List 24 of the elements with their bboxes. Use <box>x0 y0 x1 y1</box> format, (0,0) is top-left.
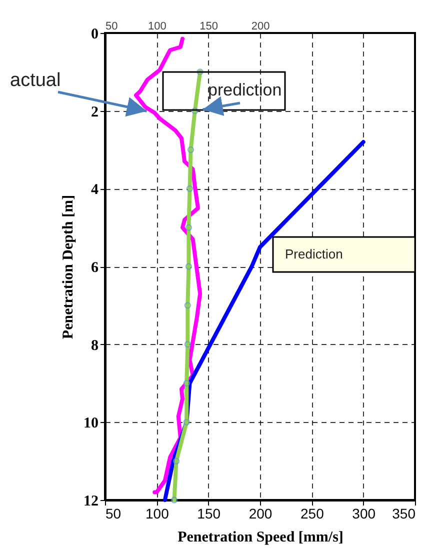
line-series <box>134 36 202 494</box>
x2-tick-label: 200 <box>251 20 270 32</box>
x-tick-label: 50 <box>106 506 122 522</box>
y-tick-label: 2 <box>91 104 98 120</box>
y-tick-label: 10 <box>84 416 98 432</box>
y-tick-label: 4 <box>91 182 99 198</box>
annotation: actual <box>10 70 61 92</box>
x2-tick-label: 50 <box>106 20 118 32</box>
y-tick-label: 6 <box>91 260 99 276</box>
y-tick-label: 12 <box>84 494 98 510</box>
x-tick-label: 200 <box>248 506 272 522</box>
x-tick-label: 300 <box>352 506 376 522</box>
annotation: prediction <box>208 80 282 100</box>
x2-tick-label: 100 <box>148 20 166 32</box>
x-tick-label: 100 <box>145 506 170 522</box>
x-axis-title: Penetration Speed [mm/s] <box>178 530 344 546</box>
x-tick-label: 250 <box>300 506 324 522</box>
annotation: Prediction <box>285 246 343 262</box>
x-tick-label: 350 <box>392 506 416 522</box>
y-tick-label: 8 <box>91 338 98 354</box>
x-tick-label: 150 <box>197 506 221 522</box>
y-axis-title: Penetration Depth [m] <box>60 194 76 340</box>
y-tick-label: 0 <box>91 26 98 42</box>
x2-tick-label: 150 <box>200 20 218 32</box>
